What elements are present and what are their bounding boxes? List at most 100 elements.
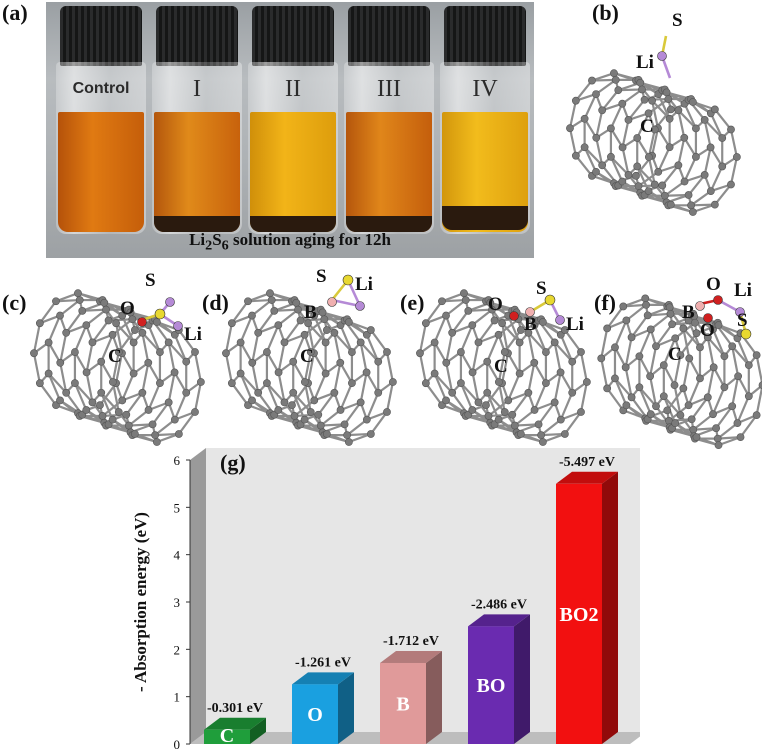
vial-label: Control bbox=[72, 80, 130, 97]
carbon-atom bbox=[666, 309, 675, 318]
carbon-atom bbox=[306, 408, 315, 416]
carbon-atom bbox=[692, 124, 700, 133]
carbon-atom bbox=[191, 408, 199, 416]
c-c-bond bbox=[736, 337, 750, 366]
carbon-atom bbox=[96, 401, 104, 410]
carbon-atom bbox=[196, 378, 205, 386]
carbon-atom bbox=[758, 381, 762, 390]
c-c-bond bbox=[339, 362, 353, 384]
carbon-atom bbox=[728, 402, 737, 411]
carbon-atom bbox=[468, 406, 477, 414]
carbon-atom bbox=[44, 369, 53, 378]
c-c-bond bbox=[343, 401, 362, 426]
c-c-bond bbox=[559, 371, 574, 394]
carbon-atom bbox=[138, 388, 147, 397]
carbon-atom bbox=[684, 401, 693, 410]
carbon-atom bbox=[728, 342, 737, 351]
c-c-bond bbox=[111, 351, 120, 383]
c-c-bond bbox=[477, 319, 496, 344]
c-c-bond bbox=[703, 147, 712, 176]
c-c-bond bbox=[682, 327, 701, 349]
carbon-atom bbox=[571, 151, 580, 160]
carbon-atom bbox=[138, 328, 147, 337]
photo-caption: Li2S6 solution aging for 12h bbox=[46, 230, 534, 254]
carbon-atom bbox=[665, 303, 674, 312]
carbon-atom bbox=[356, 398, 365, 407]
c-c-bond bbox=[497, 351, 506, 383]
c-c-bond bbox=[266, 382, 286, 404]
c-c-bond bbox=[579, 351, 588, 383]
c-c-bond bbox=[134, 432, 158, 444]
c-c-bond bbox=[487, 399, 509, 417]
vial-label: IV bbox=[472, 76, 498, 102]
c-c-bond bbox=[100, 391, 120, 413]
carbon-atom bbox=[290, 412, 299, 420]
carbon-atom bbox=[348, 348, 356, 356]
carbon-atom bbox=[468, 321, 477, 330]
c-c-bond bbox=[595, 110, 604, 139]
carbon-atom bbox=[665, 143, 674, 152]
carbon-atom bbox=[632, 171, 640, 180]
c-c-bond bbox=[624, 367, 633, 398]
c-c-bond bbox=[108, 318, 133, 322]
c-c-bond bbox=[433, 372, 453, 394]
c-c-bond bbox=[527, 362, 536, 394]
carbon-atom bbox=[254, 388, 263, 397]
c-c-bond bbox=[613, 377, 628, 406]
carbon-atom bbox=[662, 88, 671, 97]
c-c-bond bbox=[418, 352, 427, 384]
carbon-atom bbox=[191, 348, 199, 356]
carbon-atom bbox=[148, 420, 157, 429]
carbon-atom bbox=[611, 343, 619, 352]
carbon-atom bbox=[696, 374, 704, 383]
carbon-atom bbox=[568, 388, 577, 397]
plot-side-wall bbox=[190, 448, 206, 744]
c-c-bond bbox=[630, 314, 649, 338]
c-c-bond bbox=[636, 165, 650, 192]
c-c-bond bbox=[673, 354, 682, 386]
carbon-lattice bbox=[222, 289, 397, 446]
carbon-atom bbox=[542, 348, 550, 356]
c-c-bond bbox=[239, 372, 259, 394]
carbon-atom bbox=[98, 412, 107, 420]
carbon-atom bbox=[614, 86, 623, 95]
carbon-atom bbox=[691, 318, 699, 327]
carbon-atom bbox=[671, 419, 680, 428]
c-c-bond bbox=[433, 341, 448, 364]
c-c-bond bbox=[59, 362, 68, 394]
c-c-bond bbox=[147, 382, 161, 411]
bar-side bbox=[602, 471, 618, 744]
carbon-atom bbox=[164, 338, 173, 347]
c-c-bond bbox=[709, 165, 724, 192]
c-c-bond bbox=[662, 337, 677, 366]
c-c-bond bbox=[251, 362, 260, 394]
carbon-atom bbox=[510, 421, 519, 430]
carbon-atom bbox=[300, 378, 309, 386]
carbon-atom bbox=[156, 348, 164, 356]
carbon-atom bbox=[676, 351, 685, 360]
carbon-atom bbox=[227, 379, 236, 388]
vial-liquid bbox=[58, 112, 144, 232]
carbon-atom bbox=[534, 420, 543, 429]
carbon-atom bbox=[362, 415, 371, 424]
carbon-atom bbox=[74, 289, 82, 298]
carbon-atom bbox=[474, 338, 483, 347]
c-c-bond bbox=[542, 432, 566, 444]
c-c-bond bbox=[606, 387, 625, 412]
carbon-atom bbox=[300, 415, 309, 424]
carbon-atom bbox=[356, 338, 365, 347]
c-c-bond bbox=[74, 382, 94, 404]
c-c-bond bbox=[313, 373, 327, 401]
carbon-atom bbox=[718, 134, 727, 142]
c-c-bond bbox=[424, 382, 443, 406]
c-c-bond bbox=[709, 112, 724, 139]
o-atom bbox=[137, 317, 147, 327]
c-c-bond bbox=[651, 100, 660, 129]
c-c-bond bbox=[247, 292, 271, 303]
carbon-atom bbox=[592, 167, 600, 176]
carbon-atom bbox=[674, 106, 683, 115]
carbon-atom bbox=[130, 430, 139, 438]
carbon-atom bbox=[560, 326, 569, 334]
carbon-atom bbox=[664, 95, 673, 103]
c-c-bond bbox=[117, 329, 136, 353]
